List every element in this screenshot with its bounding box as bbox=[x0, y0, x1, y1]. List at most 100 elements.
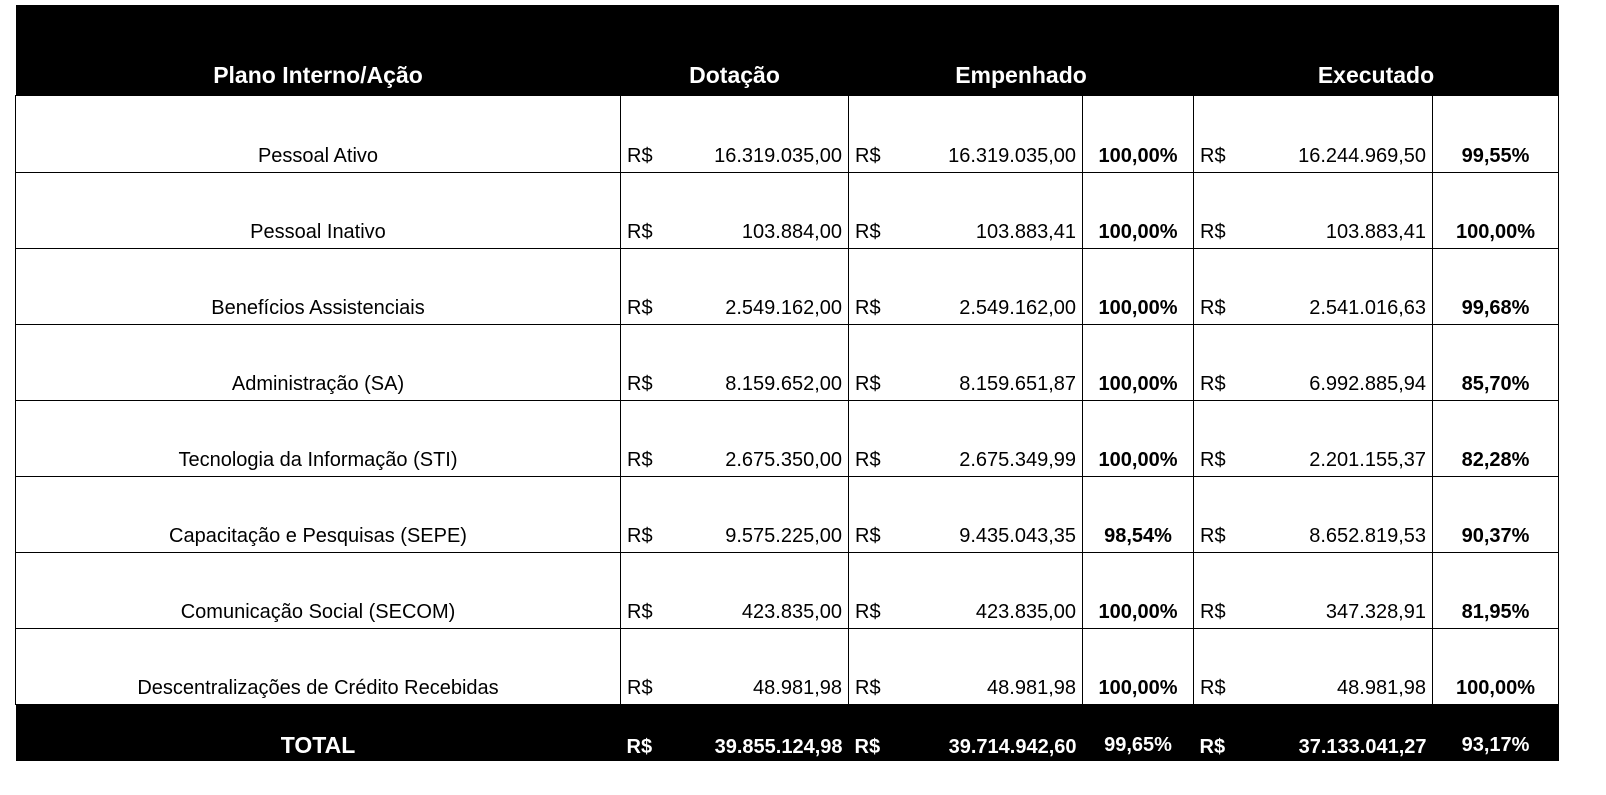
empenhado-pct: 100,00% bbox=[1082, 552, 1194, 629]
executado-cell: R$ 103.883,41 bbox=[1193, 172, 1433, 249]
empenhado-cell: R$ 2.675.349,99 bbox=[848, 400, 1083, 477]
empenhado-value: 48.981,98 bbox=[987, 677, 1076, 699]
dotacao-cell: R$ 9.575.225,00 bbox=[620, 476, 849, 553]
currency-symbol: R$ bbox=[1200, 297, 1226, 319]
currency-symbol: R$ bbox=[627, 145, 653, 167]
empenhado-pct: 100,00% bbox=[1082, 248, 1194, 325]
empenhado-value: 8.159.651,87 bbox=[959, 373, 1076, 395]
empenhado-pct: 100,00% bbox=[1082, 400, 1194, 477]
row-label: Comunicação Social (SECOM) bbox=[15, 552, 621, 629]
currency-symbol: R$ bbox=[855, 145, 881, 167]
executado-cell: R$ 48.981,98 bbox=[1193, 628, 1433, 705]
empenhado-pct: 100,00% bbox=[1082, 628, 1194, 705]
empenhado-cell: R$ 48.981,98 bbox=[848, 628, 1083, 705]
total-dotacao-value: 39.855.124,98 bbox=[714, 736, 843, 758]
total-label: TOTAL bbox=[15, 704, 621, 761]
empenhado-pct: 98,54% bbox=[1082, 476, 1194, 553]
executado-pct: 85,70% bbox=[1431, 324, 1560, 401]
row-label: Capacitação e Pesquisas (SEPE) bbox=[15, 476, 621, 553]
total-executado: R$ 37.133.041,27 bbox=[1193, 704, 1433, 761]
empenhado-pct: 100,00% bbox=[1082, 172, 1194, 249]
dotacao-value: 8.159.652,00 bbox=[725, 373, 842, 395]
table-row: Tecnologia da Informação (STI) R$ 2.675.35… bbox=[15, 400, 1560, 477]
total-dotacao: R$ 39.855.124,98 bbox=[620, 704, 849, 761]
executado-value: 2.541.016,63 bbox=[1309, 297, 1426, 319]
executado-pct: 90,37% bbox=[1431, 476, 1560, 553]
executado-pct: 100,00% bbox=[1431, 172, 1560, 249]
total-empenhado: R$ 39.714.942,60 bbox=[848, 704, 1083, 761]
executado-pct: 99,68% bbox=[1431, 248, 1560, 325]
row-label: Benefícios Assistenciais bbox=[15, 248, 621, 325]
executado-value: 347.328,91 bbox=[1325, 601, 1426, 623]
total-executado-value: 37.133.041,27 bbox=[1298, 736, 1427, 758]
header-executado: Executado bbox=[1193, 5, 1559, 96]
table-row: Capacitação e Pesquisas (SEPE) R$ 9.575.22… bbox=[15, 476, 1560, 553]
currency-symbol: R$ bbox=[627, 525, 653, 547]
table-row: Descentralizações de Crédito Recebidas R$… bbox=[15, 628, 1560, 705]
dotacao-cell: R$ 16.319.035,00 bbox=[620, 95, 849, 173]
row-label: Descentralizações de Crédito Recebidas bbox=[15, 628, 621, 705]
currency-symbol: R$ bbox=[855, 677, 881, 699]
empenhado-cell: R$ 103.883,41 bbox=[848, 172, 1083, 249]
currency-symbol: R$ bbox=[1200, 677, 1226, 699]
dotacao-value: 2.549.162,00 bbox=[725, 297, 842, 319]
currency-symbol: R$ bbox=[1199, 736, 1226, 758]
executado-pct: 82,28% bbox=[1431, 400, 1560, 477]
executado-pct: 81,95% bbox=[1431, 552, 1560, 629]
currency-symbol: R$ bbox=[855, 373, 881, 395]
executado-pct: 100,00% bbox=[1431, 628, 1560, 705]
row-label: Pessoal Ativo bbox=[15, 95, 621, 173]
table-row: Administração (SA) R$ 8.159.652,00 R$ 8.159.… bbox=[15, 324, 1560, 401]
currency-symbol: R$ bbox=[855, 449, 881, 471]
currency-symbol: R$ bbox=[1200, 601, 1226, 623]
currency-symbol: R$ bbox=[1200, 221, 1226, 243]
currency-symbol: R$ bbox=[1200, 145, 1226, 167]
row-label: Administração (SA) bbox=[15, 324, 621, 401]
executado-value: 6.992.885,94 bbox=[1309, 373, 1426, 395]
currency-symbol: R$ bbox=[1200, 525, 1226, 547]
dotacao-cell: R$ 103.884,00 bbox=[620, 172, 849, 249]
currency-symbol: R$ bbox=[626, 736, 653, 758]
dotacao-value: 16.319.035,00 bbox=[714, 145, 842, 167]
total-executado-pct: 93,17% bbox=[1432, 704, 1559, 761]
empenhado-value: 16.319.035,00 bbox=[948, 145, 1076, 167]
table-row: Pessoal Ativo R$ 16.319.035,00 R$ 16.319.035… bbox=[15, 95, 1560, 173]
dotacao-value: 2.675.350,00 bbox=[725, 449, 842, 471]
currency-symbol: R$ bbox=[855, 221, 881, 243]
empenhado-value: 2.675.349,99 bbox=[959, 449, 1076, 471]
row-label: Pessoal Inativo bbox=[15, 172, 621, 249]
table-row: Comunicação Social (SECOM) R$ 423.835,00 R$… bbox=[15, 552, 1560, 629]
dotacao-value: 423.835,00 bbox=[741, 601, 842, 623]
executado-value: 2.201.155,37 bbox=[1309, 449, 1426, 471]
total-empenhado-value: 39.714.942,60 bbox=[948, 736, 1077, 758]
currency-symbol: R$ bbox=[855, 601, 881, 623]
executado-value: 16.244.969,50 bbox=[1298, 145, 1426, 167]
executado-cell: R$ 2.541.016,63 bbox=[1193, 248, 1433, 325]
executado-cell: R$ 8.652.819,53 bbox=[1193, 476, 1433, 553]
dotacao-cell: R$ 2.675.350,00 bbox=[620, 400, 849, 477]
empenhado-pct: 100,00% bbox=[1082, 95, 1194, 173]
empenhado-pct: 100,00% bbox=[1082, 324, 1194, 401]
currency-symbol: R$ bbox=[627, 373, 653, 395]
dotacao-cell: R$ 48.981,98 bbox=[620, 628, 849, 705]
executado-cell: R$ 6.992.885,94 bbox=[1193, 324, 1433, 401]
currency-symbol: R$ bbox=[854, 736, 881, 758]
currency-symbol: R$ bbox=[627, 221, 653, 243]
currency-symbol: R$ bbox=[1200, 449, 1226, 471]
executado-value: 48.981,98 bbox=[1337, 677, 1426, 699]
table-row: Pessoal Inativo R$ 103.884,00 R$ 103.883,41 1… bbox=[15, 172, 1560, 249]
header-empenhado: Empenhado bbox=[848, 5, 1194, 96]
empenhado-cell: R$ 16.319.035,00 bbox=[848, 95, 1083, 173]
currency-symbol: R$ bbox=[627, 297, 653, 319]
dotacao-cell: R$ 2.549.162,00 bbox=[620, 248, 849, 325]
empenhado-value: 9.435.043,35 bbox=[959, 525, 1076, 547]
empenhado-cell: R$ 8.159.651,87 bbox=[848, 324, 1083, 401]
executado-cell: R$ 2.201.155,37 bbox=[1193, 400, 1433, 477]
budget-table: Plano Interno/Ação Dotação Empenhado Exe… bbox=[15, 5, 1560, 761]
currency-symbol: R$ bbox=[627, 601, 653, 623]
row-label: Tecnologia da Informação (STI) bbox=[15, 400, 621, 477]
empenhado-value: 103.883,41 bbox=[975, 221, 1076, 243]
currency-symbol: R$ bbox=[855, 525, 881, 547]
currency-symbol: R$ bbox=[855, 297, 881, 319]
dotacao-value: 103.884,00 bbox=[741, 221, 842, 243]
